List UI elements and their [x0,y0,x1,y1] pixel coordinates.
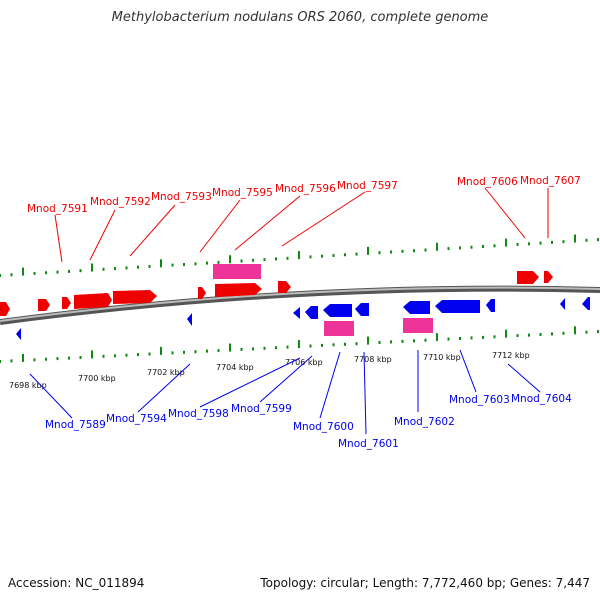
gene-label[interactable]: Mnod_7594 [106,413,167,425]
reverse-gene[interactable] [582,297,590,310]
gene-label[interactable]: Mnod_7604 [511,393,572,405]
gene-label[interactable]: Mnod_7600 [293,421,354,433]
reverse-gene[interactable] [403,301,430,314]
rna-gene[interactable] [324,321,354,336]
gene-label[interactable]: Mnod_7603 [449,394,510,406]
forward-gene-track [0,271,553,316]
top-tick-track [0,234,599,277]
gene-label[interactable]: Mnod_7593 [151,191,212,203]
forward-gene[interactable] [544,271,553,283]
rna-gene[interactable] [213,264,261,279]
gene-label[interactable]: Mnod_7592 [90,196,151,208]
gene-label[interactable]: Mnod_7598 [168,408,229,420]
reverse-gene[interactable] [435,300,480,313]
gene-label[interactable]: Mnod_7589 [45,419,106,431]
rna-gene[interactable] [403,318,433,333]
reverse-gene-labels: Mnod_7589 Mnod_7594 Mnod_7598 Mnod_7599 … [29,349,572,450]
scale-label: 7698 kbp [9,381,47,390]
forward-gene[interactable] [113,290,157,304]
forward-gene[interactable] [38,299,50,311]
scale-label: 7704 kbp [216,363,254,372]
scale-label: 7700 kbp [78,374,116,383]
gene-label[interactable]: Mnod_7597 [337,180,398,192]
gene-label[interactable]: Mnod_7601 [338,438,399,450]
gene-label[interactable]: Mnod_7599 [231,403,292,415]
gene-label[interactable]: Mnod_7596 [275,183,336,195]
gene-label[interactable]: Mnod_7591 [27,203,88,215]
scale-label: 7702 kbp [147,368,185,377]
genome-title: Methylobacterium nodulans ORS 2060, comp… [111,10,489,25]
forward-gene[interactable] [62,297,71,309]
reverse-gene[interactable] [560,298,565,310]
forward-gene[interactable] [198,287,206,299]
forward-gene[interactable] [74,293,112,309]
gene-label[interactable]: Mnod_7607 [520,175,581,187]
scale-label: 7712 kbp [492,351,530,360]
forward-gene[interactable] [517,271,539,284]
forward-gene-labels: Mnod_7591 Mnod_7592 Mnod_7593 Mnod_7595 … [27,175,581,263]
forward-gene[interactable] [0,302,10,316]
reverse-gene[interactable] [187,313,192,326]
forward-gene[interactable] [215,283,262,297]
genome-backbone [0,285,600,325]
bottom-tick-track [0,326,599,363]
gene-label[interactable]: Mnod_7606 [457,176,518,188]
accession-label: Accession: NC_011894 [8,576,145,590]
forward-gene[interactable] [278,281,291,293]
reverse-gene[interactable] [355,303,369,316]
reverse-gene[interactable] [305,306,318,319]
gene-label[interactable]: Mnod_7602 [394,416,455,428]
reverse-gene-track [16,297,590,340]
reverse-gene[interactable] [323,304,352,317]
genome-summary: Topology: circular; Length: 7,772,460 bp… [260,576,590,590]
reverse-gene[interactable] [16,328,21,340]
gene-label[interactable]: Mnod_7595 [212,187,273,199]
scale-label: 7708 kbp [354,355,392,364]
rna-gene-track [213,264,433,336]
scale-label: 7710 kbp [423,353,461,362]
reverse-gene[interactable] [293,307,300,319]
reverse-gene[interactable] [486,299,495,312]
scale-label: 7706 kbp [285,358,323,367]
